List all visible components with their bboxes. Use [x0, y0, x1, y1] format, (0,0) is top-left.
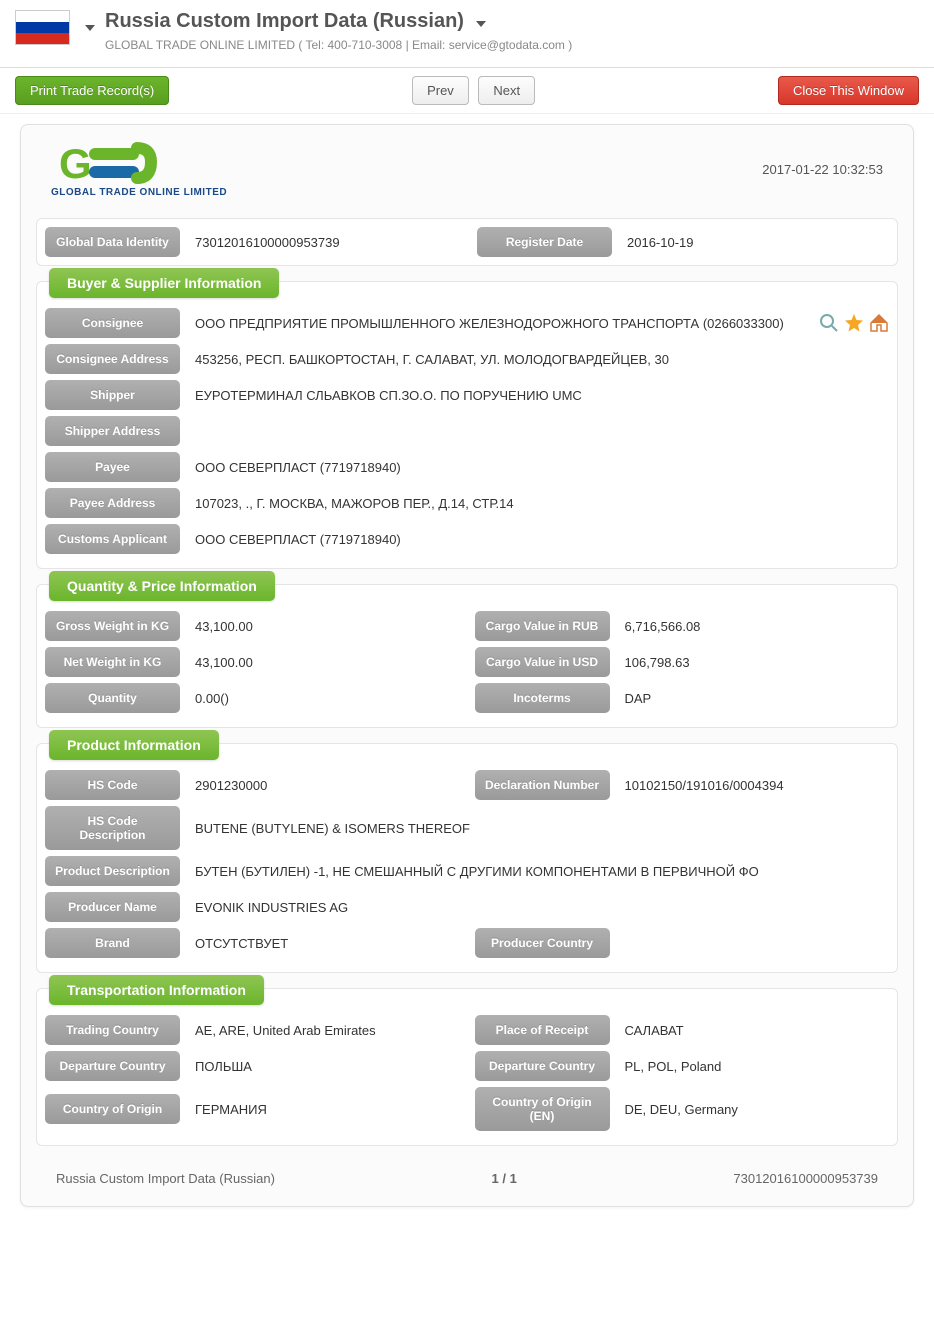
hs-desc-label: HS Code Description [45, 806, 180, 850]
producer-country-label: Producer Country [475, 928, 610, 958]
home-icon[interactable] [869, 313, 889, 333]
place-receipt-label: Place of Receipt [475, 1015, 610, 1045]
hs-desc-value: BUTENE (BUTYLENE) & ISOMERS THEREOF [195, 821, 889, 836]
shipper-addr-label: Shipper Address [45, 416, 180, 446]
hs-code-value: 2901230000 [195, 778, 460, 793]
payee-value: ООО СЕВЕРПЛАСТ (7719718940) [195, 460, 889, 475]
departure-country-en-label: Departure Country [475, 1051, 610, 1081]
shipper-label: Shipper [45, 380, 180, 410]
consignee-value: ООО ПРЕДПРИЯТИЕ ПРОМЫШЛЕННОГО ЖЕЛЕЗНОДОР… [195, 316, 819, 331]
page-title: Russia Custom Import Data (Russian) [105, 10, 464, 33]
place-receipt-value: САЛАВАТ [625, 1023, 890, 1038]
toolbar: Print Trade Record(s) Prev Next Close Th… [0, 68, 934, 114]
gross-weight-value: 43,100.00 [195, 619, 460, 634]
producer-name-label: Producer Name [45, 892, 180, 922]
hs-code-label: HS Code [45, 770, 180, 800]
card-footer: Russia Custom Import Data (Russian) 1 / … [21, 1156, 913, 1191]
origin-country-en-label: Country of Origin (EN) [475, 1087, 610, 1131]
trading-country-label: Trading Country [45, 1015, 180, 1045]
buyer-section-title: Buyer & Supplier Information [49, 268, 279, 298]
customs-applicant-label: Customs Applicant [45, 524, 180, 554]
product-desc-value: БУТЕН (БУТИЛЕН) -1, НЕ СМЕШАННЫЙ С ДРУГИ… [195, 864, 889, 879]
timestamp: 2017-01-22 10:32:53 [762, 162, 883, 177]
payee-addr-label: Payee Address [45, 488, 180, 518]
net-weight-value: 43,100.00 [195, 655, 460, 670]
star-icon[interactable] [844, 313, 864, 333]
search-icon[interactable] [819, 313, 839, 333]
identity-label: Global Data Identity [45, 227, 180, 257]
page-subtitle: GLOBAL TRADE ONLINE LIMITED ( Tel: 400-7… [105, 38, 919, 52]
brand-label: Brand [45, 928, 180, 958]
footer-right: 73012016100000953739 [733, 1171, 878, 1186]
identity-row: Global Data Identity 7301201610000095373… [36, 218, 898, 266]
product-desc-label: Product Description [45, 856, 180, 886]
transport-section-title: Transportation Information [49, 975, 264, 1005]
cargo-rub-value: 6,716,566.08 [625, 619, 890, 634]
product-section-title: Product Information [49, 730, 219, 760]
origin-country-value: ГЕРМАНИЯ [195, 1102, 460, 1117]
transport-section: Transportation Information Trading Count… [36, 988, 898, 1146]
consignee-addr-value: 453256, РЕСП. БАШКОРТОСТАН, Г. САЛАВАТ, … [195, 352, 889, 367]
declaration-value: 10102150/191016/0004394 [625, 778, 890, 793]
declaration-label: Declaration Number [475, 770, 610, 800]
quantity-price-section: Quantity & Price Information Gross Weigh… [36, 584, 898, 728]
register-date-value: 2016-10-19 [627, 235, 889, 250]
close-button[interactable]: Close This Window [778, 76, 919, 105]
footer-left: Russia Custom Import Data (Russian) [56, 1171, 275, 1186]
incoterms-label: Incoterms [475, 683, 610, 713]
quantity-value: 0.00() [195, 691, 460, 706]
consignee-addr-label: Consignee Address [45, 344, 180, 374]
gross-weight-label: Gross Weight in KG [45, 611, 180, 641]
cargo-usd-label: Cargo Value in USD [475, 647, 610, 677]
origin-country-en-value: DE, DEU, Germany [625, 1102, 890, 1117]
consignee-label: Consignee [45, 308, 180, 338]
quantity-label: Quantity [45, 683, 180, 713]
departure-country-value: ПОЛЬША [195, 1059, 460, 1074]
customs-applicant-value: ООО СЕВЕРПЛАСТ (7719718940) [195, 532, 889, 547]
quantity-section-title: Quantity & Price Information [49, 571, 275, 601]
identity-value: 73012016100000953739 [195, 235, 457, 250]
flag-dropdown-caret[interactable] [85, 25, 95, 31]
departure-country-label: Departure Country [45, 1051, 180, 1081]
origin-country-label: Country of Origin [45, 1094, 180, 1124]
product-section: Product Information HS Code2901230000 De… [36, 743, 898, 973]
buyer-supplier-section: Buyer & Supplier Information Consignee О… [36, 281, 898, 569]
title-dropdown-caret[interactable] [476, 21, 486, 27]
company-logo: G GLOBAL TRADE ONLINE LIMITED [51, 140, 227, 198]
producer-name-value: EVONIK INDUSTRIES AG [195, 900, 889, 915]
header-bar: Russia Custom Import Data (Russian) GLOB… [0, 0, 934, 68]
country-flag[interactable] [15, 10, 70, 45]
register-date-label: Register Date [477, 227, 612, 257]
record-card: G GLOBAL TRADE ONLINE LIMITED 2017-01-22… [20, 124, 914, 1207]
prev-button[interactable]: Prev [412, 76, 469, 105]
departure-country-en-value: PL, POL, Poland [625, 1059, 890, 1074]
shipper-value: ЕУРОТЕРМИНАЛ СЛЬАВКОВ СП.ЗО.О. ПО ПОРУЧЕ… [195, 388, 889, 403]
logo-text: GLOBAL TRADE ONLINE LIMITED [51, 187, 227, 198]
footer-page: 1 / 1 [492, 1171, 517, 1186]
cargo-rub-label: Cargo Value in RUB [475, 611, 610, 641]
print-button[interactable]: Print Trade Record(s) [15, 76, 169, 105]
incoterms-value: DAP [625, 691, 890, 706]
cargo-usd-value: 106,798.63 [625, 655, 890, 670]
next-button[interactable]: Next [478, 76, 535, 105]
trading-country-value: AE, ARE, United Arab Emirates [195, 1023, 460, 1038]
brand-value: ОТСУТСТВУЕТ [195, 936, 460, 951]
svg-text:G: G [59, 140, 92, 185]
payee-label: Payee [45, 452, 180, 482]
net-weight-label: Net Weight in KG [45, 647, 180, 677]
payee-addr-value: 107023, ., Г. МОСКВА, МАЖОРОВ ПЕР., Д.14… [195, 496, 889, 511]
